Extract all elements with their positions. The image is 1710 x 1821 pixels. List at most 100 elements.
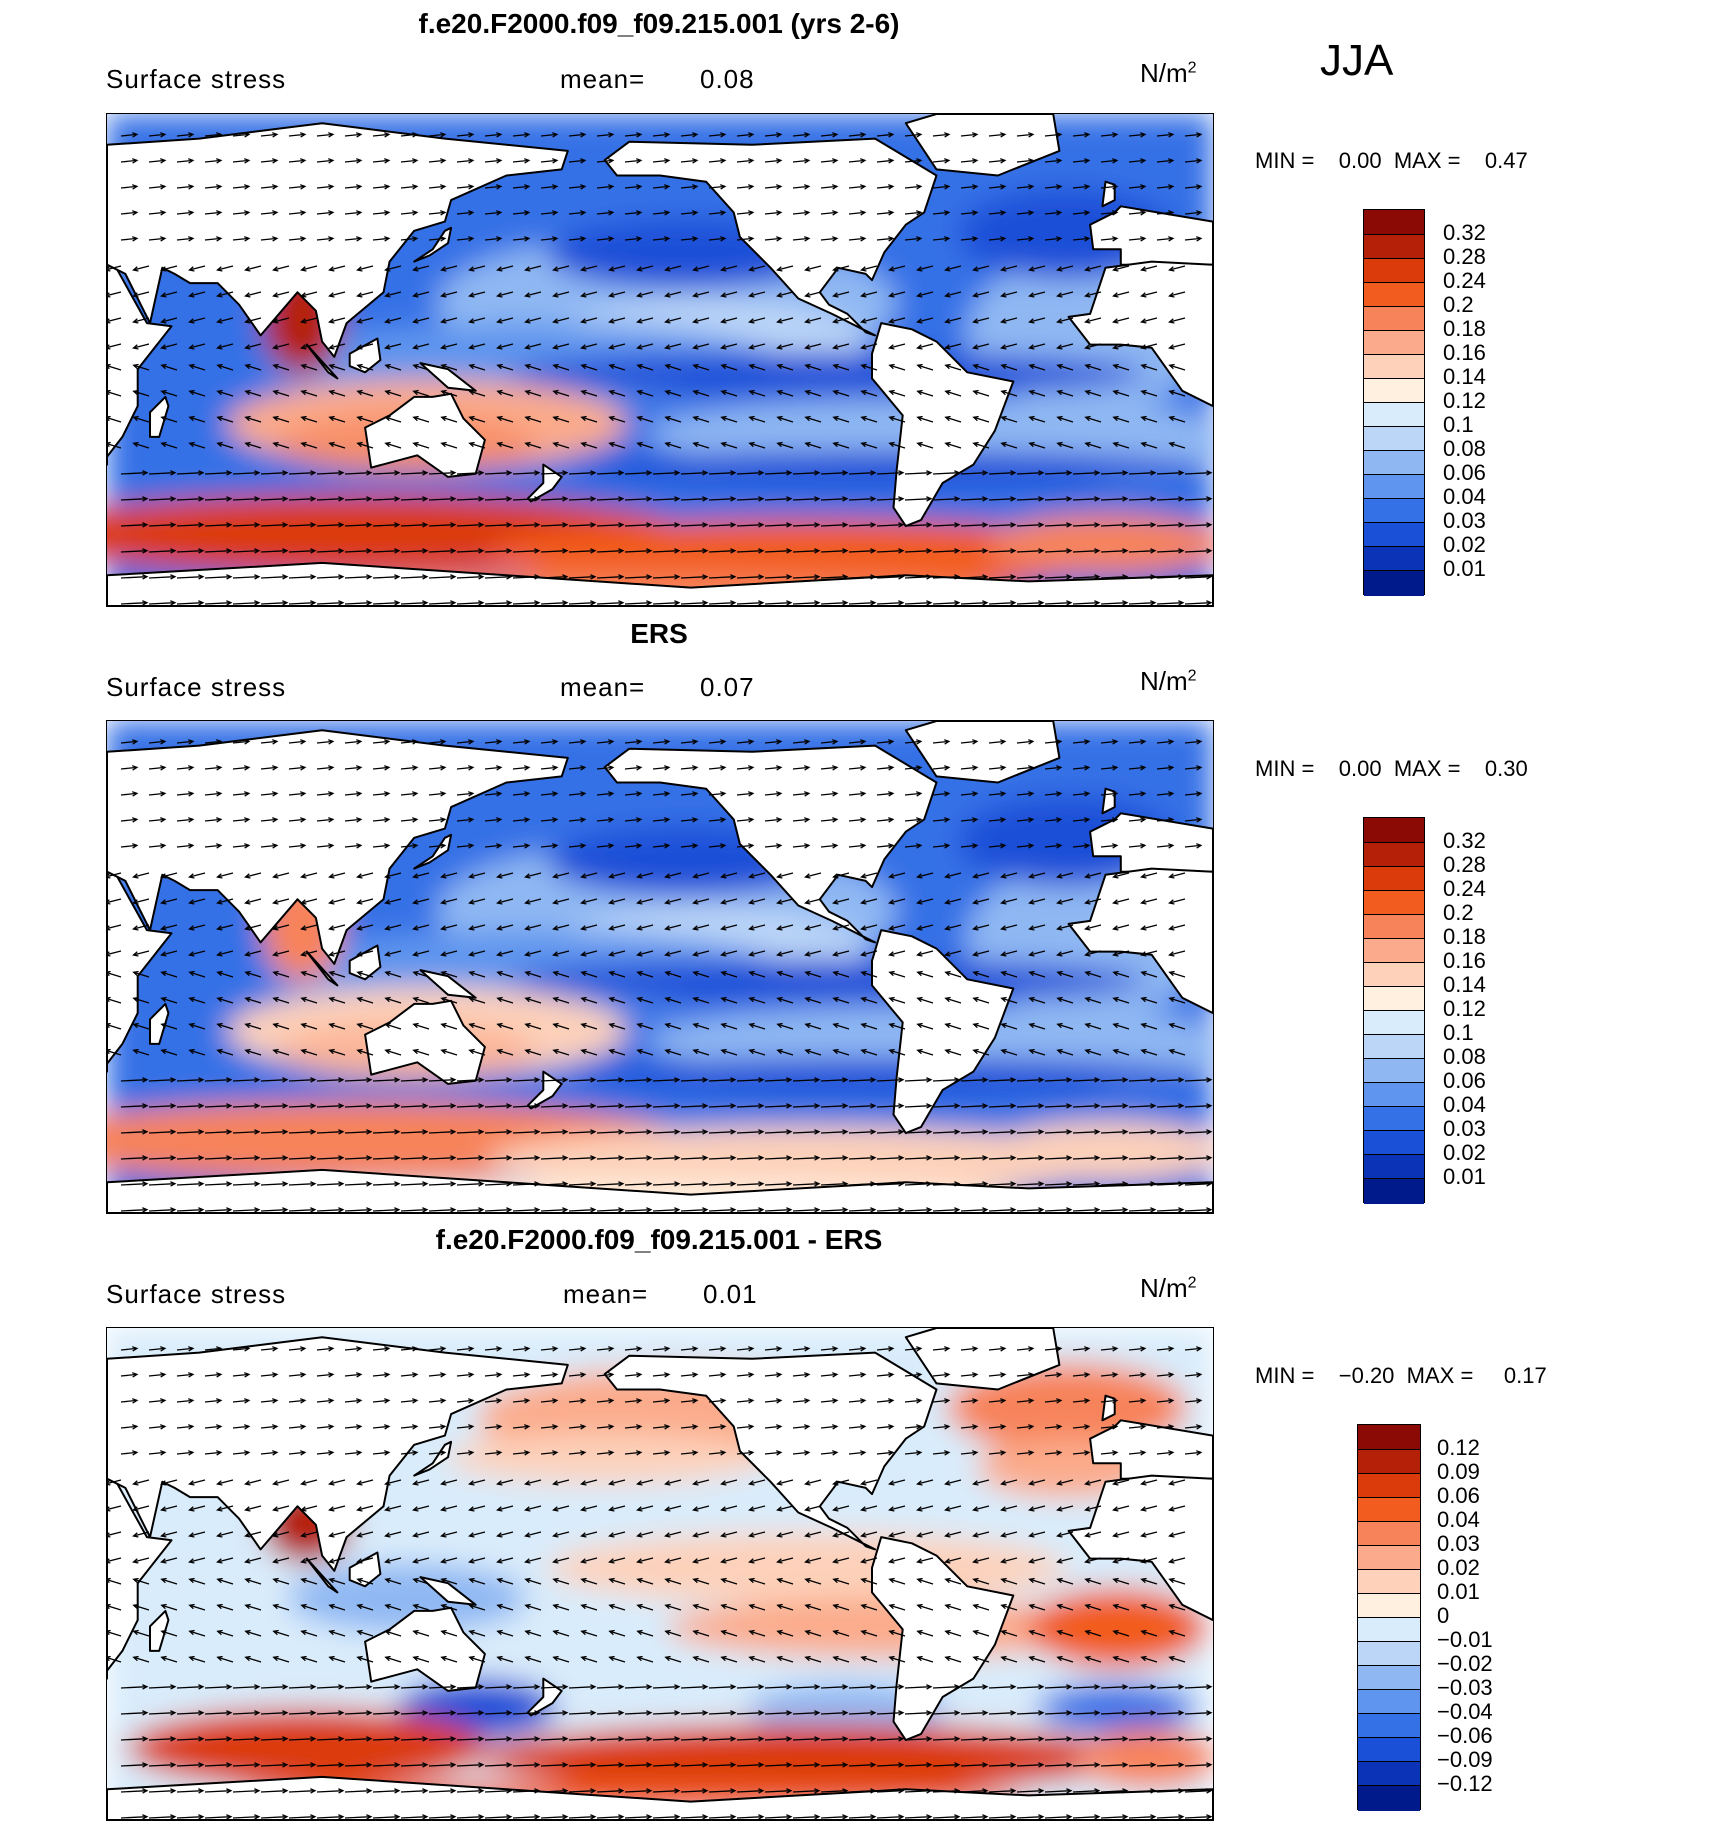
colorbar-tick-label: 0.12: [1443, 388, 1486, 413]
colorbar-swatch: [1358, 1689, 1420, 1715]
colorbar-swatch: [1364, 546, 1424, 572]
colorbar-swatch: [1358, 1473, 1420, 1499]
colorbar-tick-label: 0.04: [1443, 1092, 1486, 1117]
colorbar-tick-label: −0.12: [1437, 1771, 1493, 1796]
panel-1-map: [106, 113, 1214, 607]
panel-3-mean-label: mean=: [563, 1279, 649, 1309]
colorbar-tick-label: 0.03: [1437, 1531, 1480, 1556]
colorbar-swatch: [1364, 522, 1424, 548]
panel-2-min-label: MIN =: [1255, 756, 1315, 781]
colorbar-tick-label: 0.1: [1443, 1020, 1474, 1045]
panel-2-units: N/m2: [1140, 666, 1197, 696]
panel-1-mean-label: mean=: [560, 64, 646, 94]
colorbar-tick-label: −0.03: [1437, 1675, 1493, 1700]
colorbar-swatch: [1364, 402, 1424, 428]
colorbar-tick-label: 0.14: [1443, 364, 1486, 389]
colorbar-tick-label: 0.2: [1443, 292, 1474, 317]
panel-1-units: N/m2: [1140, 58, 1197, 88]
colorbar-tick-label: 0.28: [1443, 244, 1486, 269]
colorbar-swatch: [1364, 1154, 1424, 1180]
panel-3-max-label: MAX =: [1406, 1363, 1474, 1388]
panel-3-max-value: 0.17: [1503, 1363, 1547, 1388]
colorbar-tick-label: 0.1: [1443, 412, 1474, 437]
colorbar-tick-label: 0.32: [1443, 220, 1486, 245]
colorbar-swatch: [1358, 1521, 1420, 1547]
colorbar-swatch: [1358, 1569, 1420, 1595]
colorbar-swatch: [1364, 210, 1424, 235]
colorbar-tick-label: 0.24: [1443, 876, 1486, 901]
colorbar-swatch: [1358, 1641, 1420, 1667]
colorbar-swatch: [1364, 1130, 1424, 1156]
colorbar-tick-label: 0.03: [1443, 1116, 1486, 1141]
panel-3-units: N/m2: [1140, 1273, 1197, 1303]
colorbar-swatch: [1364, 1034, 1424, 1060]
colorbar-tick-label: 0.08: [1443, 436, 1486, 461]
colorbar-tick-label: 0.12: [1437, 1435, 1480, 1460]
colorbar-swatch: [1364, 818, 1424, 843]
colorbar-swatch: [1364, 842, 1424, 868]
colorbar-tick-label: 0.14: [1443, 972, 1486, 997]
colorbar-swatch: [1364, 1082, 1424, 1108]
panel-3-mean-value: 0.01: [703, 1279, 758, 1309]
panel-2-variable: Surface stress: [106, 672, 287, 702]
colorbar-tick-label: 0.02: [1443, 532, 1486, 557]
colorbar-swatch: [1358, 1665, 1420, 1691]
colorbar-swatch: [1358, 1785, 1420, 1811]
panel-3-map: [106, 1327, 1214, 1821]
panel-2-colorbar: [1363, 817, 1425, 1204]
panel-1-min-label: MIN =: [1255, 148, 1315, 173]
panel-3-min-value: −0.20: [1338, 1363, 1395, 1388]
colorbar-tick-label: 0.01: [1443, 1164, 1486, 1189]
colorbar-tick-label: 0.04: [1437, 1507, 1480, 1532]
colorbar-swatch: [1364, 306, 1424, 332]
colorbar-swatch: [1358, 1545, 1420, 1571]
colorbar-swatch: [1364, 450, 1424, 476]
colorbar-swatch: [1364, 866, 1424, 892]
colorbar-tick-label: 0: [1437, 1603, 1450, 1628]
colorbar-tick-label: 0.2: [1443, 900, 1474, 925]
colorbar-tick-label: 0.06: [1443, 460, 1486, 485]
colorbar-swatch: [1364, 378, 1424, 404]
colorbar-swatch: [1364, 890, 1424, 916]
panel-2-mean-label: mean=: [560, 672, 646, 702]
colorbar-swatch: [1364, 962, 1424, 988]
colorbar-swatch: [1358, 1497, 1420, 1523]
panel-2-max-value: 0.30: [1484, 756, 1528, 781]
colorbar-swatch: [1358, 1593, 1420, 1619]
colorbar-swatch: [1358, 1737, 1420, 1763]
panel-2-map-canvas: [107, 721, 1213, 1213]
colorbar-swatch: [1358, 1425, 1420, 1450]
colorbar-swatch: [1364, 330, 1424, 356]
colorbar-swatch: [1364, 1106, 1424, 1132]
colorbar-tick-label: 0.32: [1443, 828, 1486, 853]
panel-3-min-label: MIN =: [1255, 1363, 1315, 1388]
panel-1-variable: Surface stress: [106, 64, 287, 94]
colorbar-tick-label: 0.16: [1443, 948, 1486, 973]
panel-1-title: f.e20.F2000.f09_f09.215.001 (yrs 2-6): [418, 8, 900, 39]
colorbar-tick-label: 0.18: [1443, 924, 1486, 949]
panel-2-mean-value: 0.07: [700, 672, 755, 702]
colorbar-tick-label: −0.09: [1437, 1747, 1493, 1772]
colorbar-tick-label: 0.03: [1443, 508, 1486, 533]
colorbar-swatch: [1364, 570, 1424, 596]
colorbar-swatch: [1364, 914, 1424, 940]
panel-3-title: f.e20.F2000.f09_f09.215.001 - ERS: [435, 1224, 883, 1255]
panel-1-max-label: MAX =: [1393, 148, 1461, 173]
colorbar-tick-label: 0.06: [1443, 1068, 1486, 1093]
panel-2-title: ERS: [630, 618, 688, 649]
season-label: JJA: [1320, 36, 1394, 85]
colorbar-tick-label: −0.06: [1437, 1723, 1493, 1748]
colorbar-swatch: [1364, 986, 1424, 1012]
panel-3-variable: Surface stress: [106, 1279, 287, 1309]
colorbar-tick-label: 0.04: [1443, 484, 1486, 509]
colorbar-swatch: [1364, 234, 1424, 260]
colorbar-swatch: [1358, 1761, 1420, 1787]
colorbar-tick-label: 0.09: [1437, 1459, 1480, 1484]
colorbar-swatch: [1364, 1178, 1424, 1204]
colorbar-tick-label: 0.02: [1437, 1555, 1480, 1580]
colorbar-swatch: [1364, 938, 1424, 964]
panel-2-map: [106, 720, 1214, 1214]
panel-2-minmax: MIN = 0.00 MAX = 0.30: [1255, 756, 1528, 782]
panel-3-colorbar: [1357, 1424, 1421, 1811]
colorbar-swatch: [1364, 282, 1424, 308]
